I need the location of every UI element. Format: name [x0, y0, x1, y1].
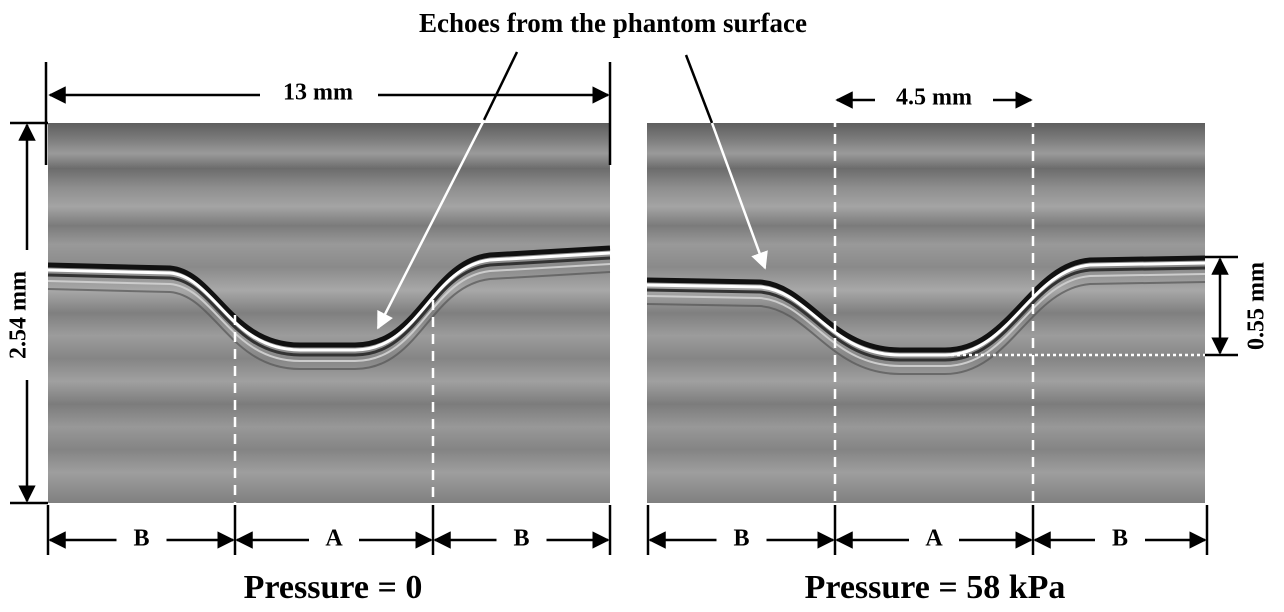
width-label: 13 mm	[283, 80, 353, 106]
region-label: B	[1112, 526, 1128, 552]
region-label: A	[325, 526, 343, 552]
width-label: 4.5 mm	[896, 85, 972, 111]
ultrasound-image-right	[647, 100, 1212, 503]
title: Echoes from the phantom surface	[419, 8, 807, 38]
ultrasound-image-left	[48, 123, 610, 503]
region-label: B	[133, 526, 149, 552]
caption: Pressure = 0	[244, 569, 423, 606]
region-label: B	[513, 526, 529, 552]
region-label: A	[925, 526, 943, 552]
depth-label: 0.55 mm	[1244, 262, 1270, 350]
region-label: B	[733, 526, 749, 552]
caption: Pressure = 58 kPa	[805, 569, 1066, 606]
height-label: 2.54 mm	[6, 271, 32, 359]
